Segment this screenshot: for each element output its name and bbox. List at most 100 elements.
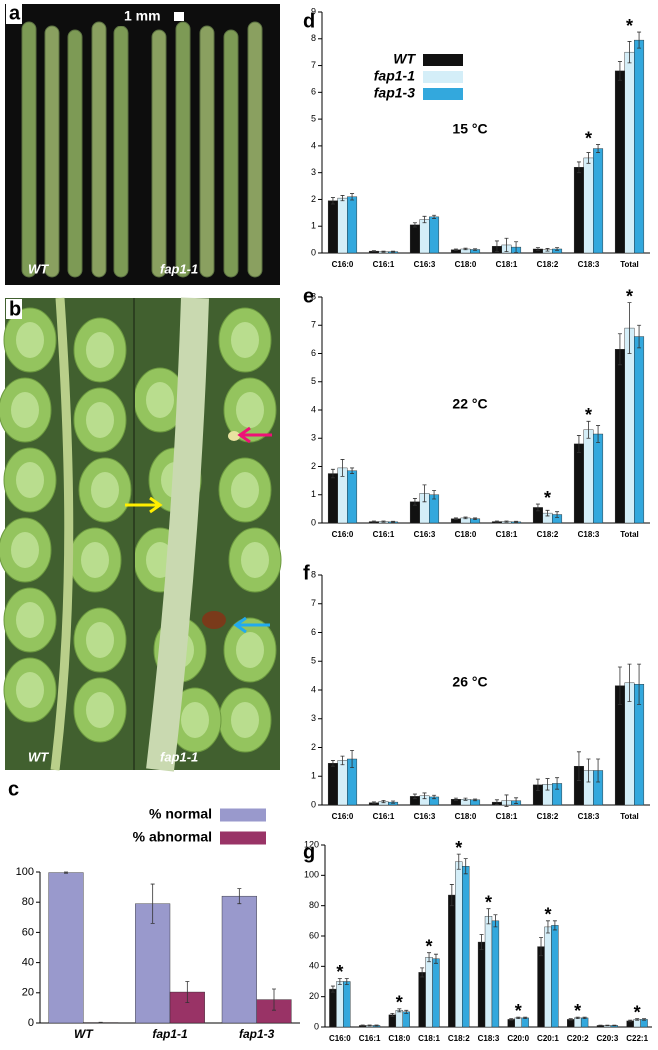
- error-bar: [330, 468, 335, 479]
- pod: [21, 21, 37, 278]
- error-bar: [523, 1016, 528, 1020]
- error-bar: [371, 250, 376, 253]
- y-tick-label: 5: [311, 113, 316, 123]
- panel-label: a: [9, 2, 21, 24]
- error-bar: [642, 1018, 647, 1021]
- legend-swatch: [423, 88, 463, 100]
- bar: [593, 433, 604, 524]
- scale-bar: [174, 12, 184, 21]
- stem: [50, 297, 74, 771]
- error-bar: [516, 1016, 521, 1020]
- seed-dots: [16, 462, 44, 498]
- y-tick-label: 6: [311, 627, 316, 637]
- error-bar: [637, 663, 642, 705]
- bar: [624, 51, 635, 254]
- x-tick-label: C22:1: [626, 1034, 648, 1043]
- x-tick-label: C16:3: [414, 260, 436, 269]
- bar: [337, 760, 348, 806]
- x-tick-label: C18:1: [496, 812, 518, 821]
- y-tick-label: 40: [22, 957, 34, 969]
- caption: WT: [28, 261, 49, 276]
- x-tick-label: C18:0: [455, 812, 477, 821]
- bar: [583, 157, 594, 254]
- error-bar: [539, 937, 544, 957]
- bar: [347, 470, 358, 524]
- error-bar: [337, 978, 342, 985]
- error-bar: [463, 797, 468, 801]
- x-tick-label: C16:0: [329, 1034, 351, 1043]
- panel-label: b: [9, 298, 21, 320]
- bar: [419, 219, 430, 254]
- y-tick-label: 0: [314, 1021, 319, 1031]
- error-bar: [545, 778, 550, 791]
- pod: [67, 29, 83, 278]
- error-bar: [627, 663, 632, 702]
- legend-swatch: [220, 831, 266, 845]
- error-bar: [237, 888, 242, 905]
- error-bar: [453, 797, 458, 801]
- bar: [614, 349, 625, 524]
- significance-star: *: [585, 405, 592, 425]
- error-bar: [504, 520, 509, 523]
- x-tick-label: C18:3: [578, 530, 600, 539]
- error-bar: [381, 800, 386, 804]
- error-bar: [612, 1024, 617, 1027]
- x-tick-label: Total: [620, 260, 639, 269]
- error-bar: [330, 760, 335, 767]
- subtitle: 15 °C: [452, 121, 487, 137]
- significance-star: *: [455, 838, 462, 858]
- significance-star: *: [515, 1001, 522, 1021]
- y-tick-label: 20: [309, 991, 319, 1001]
- error-bar: [627, 41, 632, 64]
- legend-label: WT: [393, 51, 416, 67]
- panel-label: e: [303, 285, 314, 307]
- bar: [491, 920, 500, 1028]
- error-bar: [391, 800, 396, 804]
- legend-swatch: [220, 808, 266, 822]
- x-tick-label: C18:2: [448, 1034, 470, 1043]
- bar: [327, 763, 338, 806]
- bar: [624, 327, 635, 524]
- bar: [221, 895, 257, 1024]
- error-bar: [555, 511, 560, 518]
- y-tick-label: 4: [311, 684, 316, 694]
- bar: [48, 872, 84, 1024]
- bar: [409, 224, 420, 254]
- x-tick-label: C16:3: [414, 812, 436, 821]
- x-tick-label: C18:1: [496, 530, 518, 539]
- legend-label: fap1-1: [374, 68, 415, 84]
- significance-star: *: [574, 1001, 581, 1021]
- error-bar: [552, 920, 557, 931]
- error-bar: [453, 248, 458, 251]
- error-bar: [617, 666, 622, 705]
- error-bar: [535, 778, 540, 792]
- bar: [418, 972, 426, 1028]
- significance-star: *: [396, 993, 403, 1013]
- error-bar: [367, 1024, 372, 1027]
- error-bar: [422, 484, 427, 503]
- y-tick-label: 120: [304, 839, 319, 849]
- error-bar: [494, 799, 499, 805]
- bar: [634, 39, 645, 254]
- septum: [146, 297, 209, 772]
- error-bar: [628, 1019, 633, 1023]
- error-bar: [371, 520, 376, 523]
- error-bar: [545, 248, 550, 252]
- error-bar: [433, 953, 438, 964]
- y-tick-label: 8: [311, 33, 316, 43]
- seed-dots: [11, 392, 39, 428]
- error-bar: [596, 425, 601, 443]
- x-tick-label: Total: [620, 530, 639, 539]
- bar: [327, 200, 338, 254]
- seed-dots: [16, 602, 44, 638]
- pod: [223, 29, 239, 278]
- error-bar: [486, 908, 491, 925]
- error-bar: [422, 215, 427, 224]
- error-bar: [555, 777, 560, 790]
- pod: [247, 21, 263, 278]
- bar: [402, 1011, 410, 1028]
- y-tick-label: 6: [311, 87, 316, 97]
- seed-dots: [86, 622, 114, 658]
- pod: [113, 25, 129, 278]
